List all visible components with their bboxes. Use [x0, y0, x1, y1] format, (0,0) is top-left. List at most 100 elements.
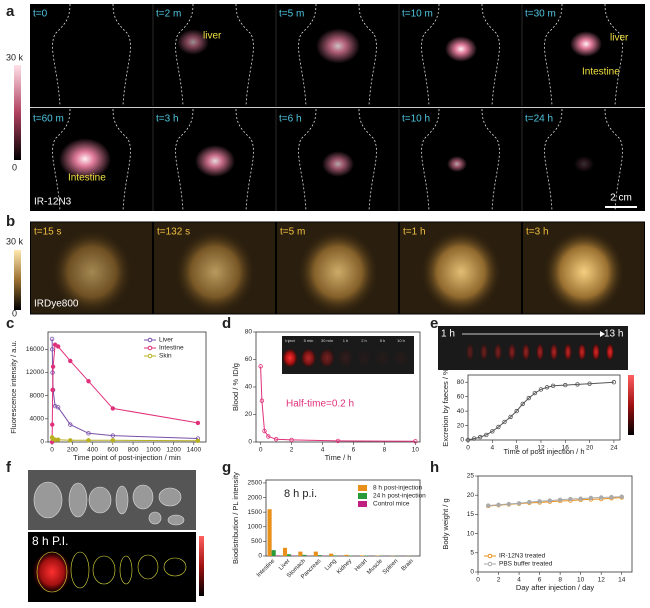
colorbar	[14, 250, 21, 310]
x-tick-label: Liver	[278, 558, 291, 571]
data-point	[195, 420, 201, 426]
inset-signal	[300, 348, 317, 368]
data-point	[516, 501, 522, 506]
y-tick-label: 12000	[26, 369, 44, 376]
x-tick-label: 0	[476, 577, 480, 584]
data-point	[496, 424, 501, 430]
data-point	[110, 406, 116, 411]
organ-outline	[163, 557, 187, 577]
strip-signal	[592, 343, 600, 361]
bar	[329, 553, 334, 556]
colorbar	[14, 65, 21, 160]
data-point	[550, 383, 556, 389]
body-outline	[175, 108, 254, 212]
data-point	[335, 438, 341, 444]
bar	[275, 555, 280, 556]
bar	[359, 555, 365, 556]
organ-photo	[115, 485, 129, 515]
series-line	[51, 343, 198, 443]
y-axis-label: Biodistribution / PL intensity	[231, 472, 240, 564]
legend-swatch	[147, 337, 153, 343]
signal	[298, 230, 378, 314]
panel-label: c	[6, 315, 14, 332]
x-tick-label: 0	[50, 447, 54, 454]
x-tick-label: Kidney	[336, 558, 353, 575]
data-point	[578, 496, 583, 501]
series-line	[467, 381, 614, 441]
data-point	[568, 496, 573, 502]
scale-label: 2 cm	[610, 193, 632, 204]
data-point	[484, 432, 489, 438]
x-tick-label: 2	[290, 447, 294, 454]
bar	[313, 551, 318, 556]
y-tick-label: 0	[470, 569, 474, 576]
plot-frame	[467, 374, 621, 441]
inset-signal	[282, 348, 298, 368]
y-tick-label: 2000	[248, 494, 263, 501]
signal	[447, 156, 467, 172]
data-point	[49, 336, 55, 342]
plot-frame	[265, 479, 421, 557]
x-tick-label: 4	[517, 577, 521, 584]
data-point	[537, 499, 542, 504]
legend-label: 24 h post-injection	[373, 493, 426, 500]
probe-label: IR-12N3	[34, 197, 72, 208]
signal	[195, 145, 235, 177]
signal	[322, 151, 354, 177]
y-tick-label: 5	[470, 550, 474, 557]
series-line	[51, 338, 198, 439]
body-outline	[421, 108, 500, 212]
y-tick-label: 20	[457, 422, 465, 429]
arrow-head	[600, 331, 605, 337]
x-tick-label: 16	[562, 445, 570, 452]
x-tick-label: 8	[383, 447, 387, 454]
x-tick-label: 1000	[146, 447, 161, 454]
data-point	[289, 437, 294, 443]
data-point	[514, 408, 519, 414]
inset-label: 2 h	[361, 338, 367, 343]
data-point	[55, 437, 61, 442]
colorbar-label: 0	[12, 308, 17, 318]
time-label: t=10 h	[402, 114, 430, 125]
data-point	[195, 438, 201, 444]
x-tick-label: 400	[87, 447, 98, 454]
bar	[271, 550, 276, 556]
organ-outline	[36, 551, 68, 593]
legend-label: IR-12N3 treated	[499, 553, 546, 560]
x-tick-label: Intestine	[256, 558, 277, 579]
data-point	[471, 436, 477, 441]
x-tick-label: 12	[598, 577, 606, 584]
inset-label: 1 h	[343, 338, 349, 343]
time-label: t=60 m	[33, 114, 64, 125]
organ-outline	[137, 554, 159, 580]
strip-signal	[480, 343, 488, 361]
x-tick-label: 1200	[166, 447, 181, 454]
chart-title: 8 h p.i.	[284, 488, 317, 500]
x-tick-label: 4	[321, 447, 325, 454]
data-point	[496, 502, 501, 507]
y-tick-label: 8000	[30, 392, 45, 399]
y-tick-label: 25	[467, 473, 475, 480]
data-point	[86, 379, 91, 384]
organ-outline	[70, 551, 90, 589]
x-axis-label: Time point of post-injection / min	[73, 453, 181, 462]
time-label: t=10 m	[402, 9, 433, 20]
data-point	[557, 497, 563, 503]
organ-outline	[92, 555, 116, 585]
data-point	[506, 501, 511, 507]
time-label: t=5 m	[279, 9, 304, 20]
y-tick-label: 60	[457, 393, 465, 400]
image-label: 8 h P.I.	[32, 534, 68, 548]
y-tick-label: 20	[245, 411, 253, 418]
data-point	[520, 401, 525, 407]
x-tick-label: 10	[577, 577, 585, 584]
time-label: t=15 s	[34, 227, 62, 238]
plot-frame	[477, 475, 633, 573]
y-tick-label: 16000	[26, 346, 44, 353]
data-point	[465, 437, 471, 443]
x-tick-label: 2	[497, 577, 501, 584]
legend-swatch	[147, 353, 153, 359]
y-tick-label: 10	[467, 530, 475, 537]
x-tick-label: Spleen	[382, 558, 399, 575]
strip-signal	[466, 343, 474, 361]
